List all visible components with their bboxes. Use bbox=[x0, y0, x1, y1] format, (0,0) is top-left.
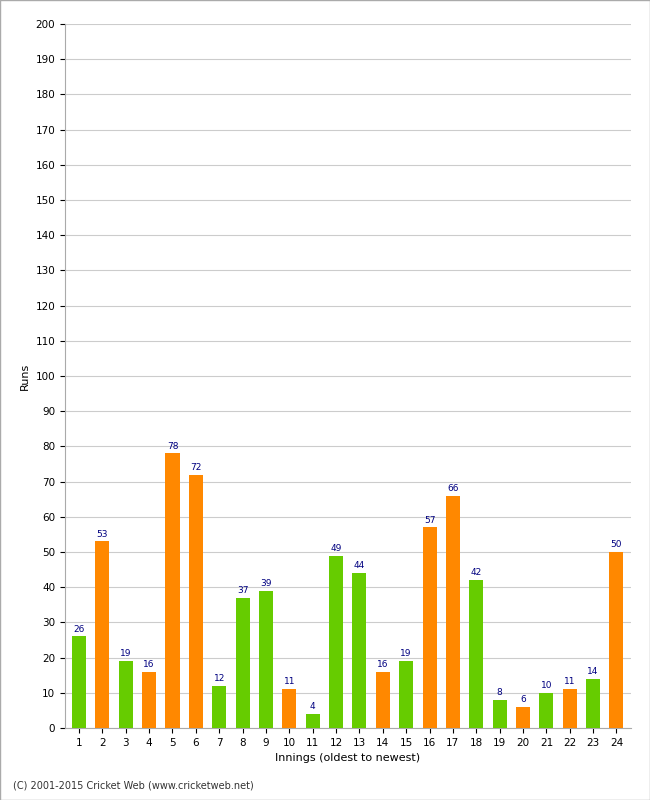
Bar bbox=[493, 700, 506, 728]
Bar bbox=[610, 552, 623, 728]
Text: 42: 42 bbox=[471, 568, 482, 578]
Text: 19: 19 bbox=[400, 650, 412, 658]
Text: 4: 4 bbox=[310, 702, 315, 711]
Y-axis label: Runs: Runs bbox=[20, 362, 30, 390]
X-axis label: Innings (oldest to newest): Innings (oldest to newest) bbox=[275, 754, 421, 763]
Text: 66: 66 bbox=[447, 484, 459, 493]
Bar bbox=[142, 672, 156, 728]
Bar bbox=[96, 542, 109, 728]
Text: 11: 11 bbox=[283, 678, 295, 686]
Text: 78: 78 bbox=[167, 442, 178, 450]
Bar bbox=[540, 693, 553, 728]
Bar bbox=[306, 714, 320, 728]
Bar bbox=[72, 637, 86, 728]
Bar bbox=[563, 690, 577, 728]
Bar bbox=[259, 590, 273, 728]
Text: 44: 44 bbox=[354, 562, 365, 570]
Bar bbox=[352, 573, 367, 728]
Bar bbox=[189, 474, 203, 728]
Bar bbox=[422, 527, 437, 728]
Text: 19: 19 bbox=[120, 650, 131, 658]
Bar bbox=[399, 661, 413, 728]
Text: 72: 72 bbox=[190, 462, 202, 472]
Bar bbox=[282, 690, 296, 728]
Bar bbox=[376, 672, 390, 728]
Text: 39: 39 bbox=[260, 579, 272, 588]
Bar bbox=[329, 555, 343, 728]
Bar bbox=[516, 707, 530, 728]
Text: 57: 57 bbox=[424, 515, 436, 525]
Text: 16: 16 bbox=[144, 660, 155, 669]
Text: 8: 8 bbox=[497, 688, 502, 697]
Bar bbox=[469, 580, 484, 728]
Text: 53: 53 bbox=[97, 530, 108, 538]
Text: 49: 49 bbox=[330, 544, 342, 553]
Text: 37: 37 bbox=[237, 586, 248, 595]
Text: 14: 14 bbox=[588, 667, 599, 676]
Bar bbox=[446, 496, 460, 728]
Bar bbox=[212, 686, 226, 728]
Text: (C) 2001-2015 Cricket Web (www.cricketweb.net): (C) 2001-2015 Cricket Web (www.cricketwe… bbox=[13, 781, 254, 790]
Text: 11: 11 bbox=[564, 678, 575, 686]
Bar bbox=[166, 454, 179, 728]
Text: 50: 50 bbox=[611, 540, 622, 549]
Bar bbox=[586, 678, 600, 728]
Text: 16: 16 bbox=[377, 660, 389, 669]
Bar bbox=[235, 598, 250, 728]
Text: 12: 12 bbox=[214, 674, 225, 683]
Text: 26: 26 bbox=[73, 625, 84, 634]
Text: 6: 6 bbox=[520, 695, 526, 704]
Text: 10: 10 bbox=[541, 681, 552, 690]
Bar bbox=[119, 661, 133, 728]
